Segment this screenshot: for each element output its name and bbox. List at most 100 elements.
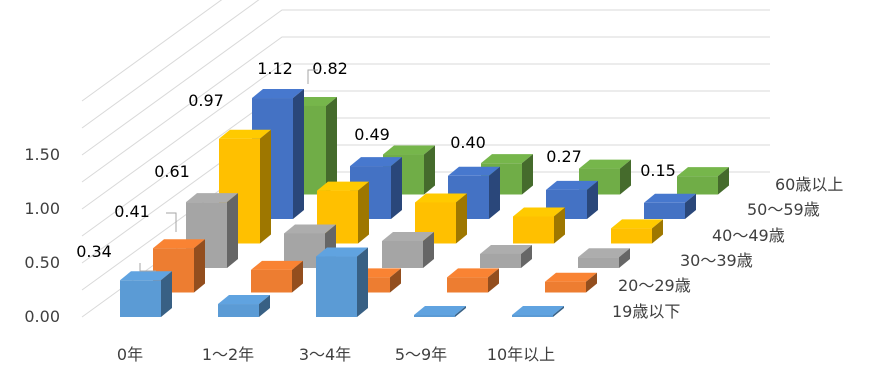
bar-top — [611, 219, 663, 229]
bar — [512, 306, 564, 317]
bar-side — [358, 181, 369, 244]
depth-axis-label: 20～29歳 — [618, 276, 691, 295]
data-label: 1.12 — [257, 59, 293, 78]
depth-axis-label: 40～49歳 — [712, 226, 785, 245]
bar-top — [316, 247, 368, 257]
bar-side — [227, 193, 238, 268]
bar-front — [316, 256, 357, 317]
bar-side — [619, 248, 630, 268]
bar-front — [414, 315, 455, 317]
gridline — [81, 0, 260, 129]
bar-top — [414, 306, 466, 315]
axis-layer: 0.00 0.50 1.00 1.50 0年 1～2年 3～4年 5～9年 10年以上 19歳以下… — [24, 145, 843, 364]
bar-side — [390, 268, 401, 293]
data-label: 0.49 — [354, 125, 390, 144]
bar-front — [120, 280, 161, 317]
data-label: 0.61 — [154, 162, 190, 181]
bar-side — [391, 157, 402, 219]
bar-front — [251, 269, 292, 293]
gridline — [81, 0, 223, 102]
bar — [480, 244, 532, 268]
bar — [513, 207, 565, 244]
data-label: 0.40 — [450, 133, 486, 152]
x-tick-label: 0年 — [117, 345, 143, 364]
bar-top — [448, 166, 500, 176]
data-label: 0.34 — [76, 242, 112, 261]
bar-top — [317, 181, 369, 191]
bar-top — [350, 157, 402, 167]
data-label: 0.41 — [114, 202, 150, 221]
bar-side — [292, 260, 303, 293]
bar-front — [677, 176, 718, 195]
bar-side — [161, 271, 172, 317]
bar — [218, 295, 270, 317]
bar-side — [620, 159, 631, 195]
y-tick-label: 0.50 — [24, 253, 60, 272]
bar-side — [685, 193, 696, 219]
bar-side — [260, 129, 271, 244]
bar — [644, 193, 696, 219]
bar-front — [611, 228, 652, 244]
bar-top — [186, 193, 238, 203]
bar-side — [455, 306, 466, 317]
bar-side — [357, 247, 368, 317]
bar-front — [480, 253, 521, 268]
bar-top — [512, 306, 564, 315]
bar-top — [153, 239, 205, 249]
bar — [545, 272, 597, 293]
data-label: 0.27 — [546, 147, 582, 166]
bar-top — [447, 268, 499, 278]
x-tick-label: 5～9年 — [395, 345, 447, 364]
bar-top — [579, 159, 631, 169]
labels-layer: 0.34 0.41 0.61 0.97 1.12 0.82 0.49 0.40 0.27 0.15 — [76, 59, 676, 272]
gridline — [81, 63, 770, 210]
bars-layer — [120, 89, 729, 317]
depth-axis-label: 50～59歳 — [747, 200, 820, 219]
gridline — [81, 9, 770, 156]
bar — [677, 167, 729, 195]
bar-top — [284, 224, 336, 234]
bar-side — [586, 272, 597, 293]
bar — [153, 239, 205, 293]
bar-side — [259, 295, 270, 317]
bar-top — [218, 295, 270, 305]
bar-side — [456, 193, 467, 244]
depth-axis-label: 30～39歳 — [680, 251, 753, 270]
bar — [578, 248, 630, 268]
depth-axis-label: 19歳以下 — [612, 302, 680, 321]
bar — [120, 271, 172, 317]
data-label: 0.15 — [640, 161, 676, 180]
bar-front — [644, 202, 685, 219]
bar-top — [480, 244, 532, 254]
bar-side — [718, 167, 729, 195]
bar-side — [522, 154, 533, 195]
bar-front — [218, 304, 259, 317]
bar-top — [382, 232, 434, 241]
bar-top — [578, 248, 630, 258]
bar-front — [512, 315, 553, 317]
leader-line — [139, 263, 156, 272]
bar-top — [252, 89, 304, 99]
bar-top — [219, 129, 271, 139]
bar-front — [447, 277, 488, 293]
depth-axis-label: 60歳以上 — [775, 175, 843, 194]
y-tick-label: 1.00 — [24, 199, 60, 218]
bar-top — [415, 193, 467, 203]
bar — [316, 247, 368, 317]
bar-top — [513, 207, 565, 217]
bar-top — [120, 271, 172, 281]
bar-side — [521, 244, 532, 268]
bar-side — [423, 232, 434, 268]
bar-top — [546, 180, 598, 190]
bar-side — [554, 207, 565, 244]
bar-front — [578, 257, 619, 268]
bar — [611, 219, 663, 244]
x-tick-label: 10年以上 — [487, 345, 555, 364]
bar-top — [677, 167, 729, 177]
bar-top — [481, 154, 533, 164]
bar-top — [545, 272, 597, 282]
gridline — [81, 36, 770, 183]
bar-side — [424, 145, 435, 195]
